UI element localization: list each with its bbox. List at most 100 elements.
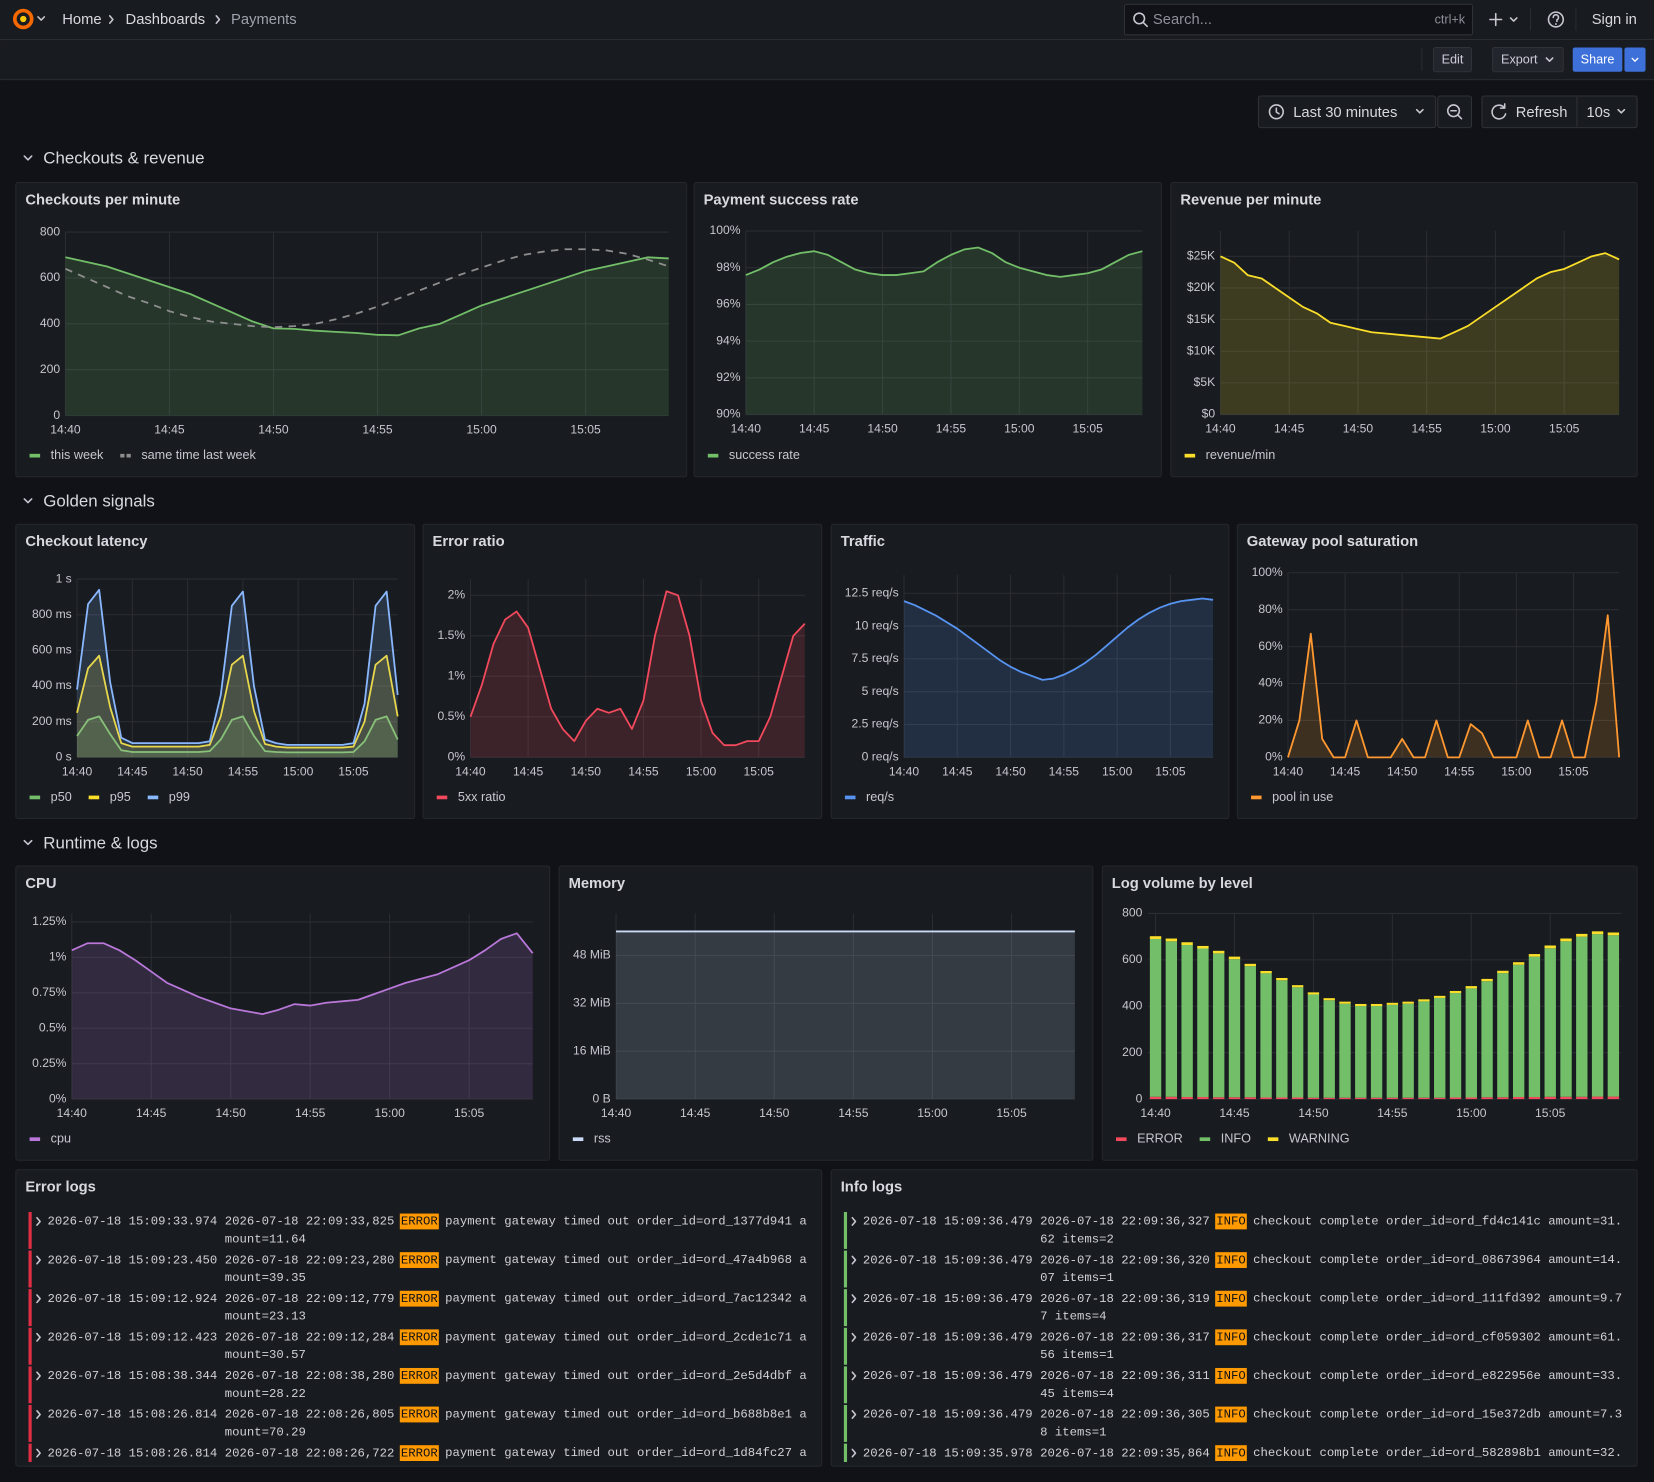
x-tick-label: 15:00 [374,1106,405,1120]
legend-item: same time last week [120,448,257,462]
area-fill [745,247,1143,415]
x-tick-label: 14:50 [258,423,289,437]
legend-label: ERROR [1137,1132,1183,1146]
search-box[interactable]: Search... ctrl+k [1123,3,1474,36]
x-tick-label: 15:05 [570,423,601,437]
section-header[interactable]: Runtime & logs [23,833,158,852]
expand-chevron [36,1448,41,1458]
expand-chevron [851,1332,857,1342]
edit-button[interactable]: Edit [1432,46,1473,73]
log-row[interactable]: 2026-07-18 15:08:38.344 2026-07-18 22:08:… [28,1366,807,1404]
log-row[interactable]: 2026-07-18 15:09:36.479 2026-07-18 22:09:… [843,1404,1622,1442]
log-row[interactable]: 2026-07-18 15:09:23.450 2026-07-18 22:09:… [28,1250,807,1288]
log-row[interactable]: 2026-07-18 15:09:33.974 2026-07-18 22:09:… [28,1211,807,1249]
bar-segment [1291,987,1304,1098]
bar-segment [1560,938,1572,942]
bar-segment [1528,954,1541,957]
bar-segment [1528,1097,1541,1100]
log-row[interactable]: 2026-07-18 15:09:36.479 2026-07-18 22:09:… [843,1211,1622,1249]
bar-segment [1560,941,1572,1097]
series-line [65,256,669,337]
log-message: checkout complete order_id=ord_15e372db … [1040,1408,1622,1440]
refresh-interval[interactable]: 10s [1586,105,1610,121]
share-menu-button[interactable] [1624,47,1646,72]
log-row[interactable]: 2026-07-18 15:09:12.924 2026-07-18 22:09:… [28,1289,807,1327]
log-row[interactable]: 2026-07-18 15:08:26.814 2026-07-18 22:08:… [28,1443,807,1481]
x-tick-label: 14:50 [995,764,1026,778]
bar-segment [1465,986,1477,989]
y-tick-label: 100% [709,223,740,237]
legend-item: rss [572,1132,611,1146]
log-row[interactable]: 2026-07-18 15:09:36.479 2026-07-18 22:09:… [843,1250,1622,1288]
log-row[interactable]: 2026-07-18 15:09:36.479 2026-07-18 22:09:… [843,1327,1622,1365]
log-time: 2026-07-18 15:09:23.450 [47,1253,217,1267]
panel-title: Checkouts per minute [25,192,180,208]
refresh-button[interactable]: Refresh 10s [1481,95,1638,129]
bar-segment [1197,948,1209,1098]
x-tick-label: 14:40 [1273,764,1304,778]
panel: Checkout latency 0 s 200 ms 400 ms 600 ms 800… [15,523,416,820]
log-row[interactable]: 2026-07-18 15:09:36.479 2026-07-18 22:09:… [843,1366,1622,1404]
x-tick-label: 15:00 [1102,764,1133,778]
add-button[interactable] [1489,12,1518,27]
y-tick-label: $0 [1202,407,1216,421]
y-tick-label: 1% [448,669,466,683]
log-time: 2026-07-18 15:09:36.479 [863,1292,1033,1306]
log-timestamp: 2026-07-18 22:09:36,305 [1040,1408,1210,1422]
level-bar [843,1366,848,1404]
log-message: payment gateway timed out order_id=ord_1… [445,1446,807,1460]
bar-segment [1355,1006,1367,1098]
section-header[interactable]: Golden signals [23,492,155,511]
bar-segment [1244,966,1256,1098]
bar-segment [1181,942,1193,946]
bar-segment [1512,962,1525,965]
bar-segment [1386,1097,1399,1100]
bar-segment [1323,1000,1335,1098]
help-button[interactable] [1547,11,1565,28]
log-time: 2026-07-18 15:09:36.479 [863,1253,1033,1267]
legend-label: INFO [1221,1132,1251,1146]
log-row[interactable]: 2026-07-18 15:09:35.978 2026-07-18 22:09:… [843,1443,1622,1481]
x-tick-label: 14:50 [172,764,203,778]
export-button[interactable]: Export [1492,46,1564,73]
sign-in[interactable]: Sign in [1592,12,1637,28]
log-timestamp: 2026-07-18 22:08:38,280 [225,1369,395,1383]
log-level: ERROR [401,1408,439,1422]
y-tick-label: 400 [40,316,60,330]
level-bar [28,1404,32,1442]
grafana-logo[interactable] [12,8,46,30]
section-header[interactable]: Checkouts & revenue [23,149,204,168]
log-message: checkout complete order_id=ord_08673964 … [1040,1253,1622,1285]
legend-item: success rate [707,448,800,462]
bar-segment [1512,1097,1525,1100]
panel: Error ratio 0% 0.5% 1% 1.5% 2% 14:40 14:45 14:50… [422,523,823,820]
panel-title: Error ratio [433,534,505,550]
log-timestamp: 2026-07-18 22:08:26,805 [225,1408,395,1422]
panel-title: Info logs [841,1180,902,1196]
breadcrumb[interactable]: Dashboards [126,12,206,28]
time-picker[interactable]: Last 30 minutes [1257,95,1437,129]
log-time: 2026-07-18 15:09:33.974 [47,1215,217,1229]
zoom-out-button[interactable] [1437,95,1473,129]
y-tick-label: 0% [1265,750,1283,764]
bar-segment [1418,999,1430,1002]
y-tick-label: 80% [1258,602,1282,616]
bar-segment [1276,1097,1288,1100]
breadcrumb[interactable]: Home [62,12,101,28]
y-tick-label: 100% [1252,565,1283,579]
x-tick-label: 15:05 [996,1106,1027,1120]
expand-chevron [851,1216,857,1226]
x-tick-label: 14:40 [731,422,762,436]
bar-segment [1276,980,1288,1098]
panel-frame [15,865,551,1161]
bar-segment [1355,1097,1367,1100]
log-row[interactable]: 2026-07-18 15:08:26.814 2026-07-18 22:08:… [28,1404,807,1442]
log-timestamp: 2026-07-18 22:09:36,327 [1040,1215,1210,1229]
log-row[interactable]: 2026-07-18 15:09:36.479 2026-07-18 22:09:… [843,1289,1622,1327]
bar-segment [1434,997,1446,1098]
bar-segment [1323,998,1335,1001]
x-tick-label: 14:45 [513,764,544,778]
log-row[interactable]: 2026-07-18 15:09:12.423 2026-07-18 22:09:… [28,1327,807,1365]
share-button[interactable]: Share [1572,47,1623,72]
